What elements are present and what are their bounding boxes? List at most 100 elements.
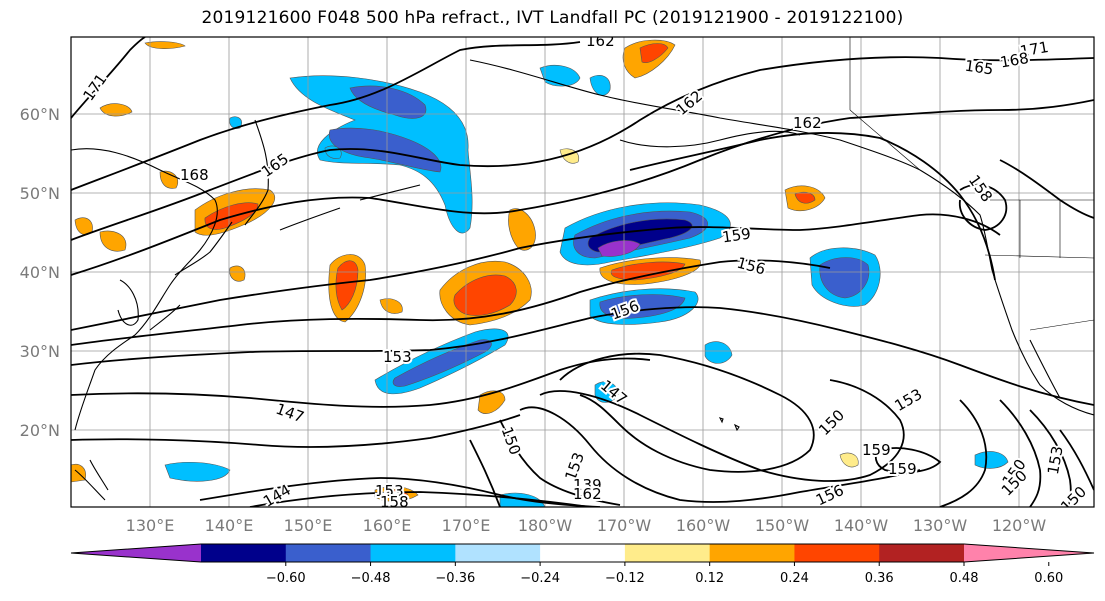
contour-line <box>499 419 621 506</box>
lon-label: 130°E <box>126 516 175 535</box>
colorbar-segment <box>201 544 287 562</box>
colorbar-segment <box>540 544 626 562</box>
coastline-philippines <box>74 459 109 501</box>
positive-anomaly-region <box>159 170 179 189</box>
coastline-japan <box>149 221 233 331</box>
contour-line <box>629 132 996 281</box>
colorbar-segment <box>285 544 372 562</box>
contour-line <box>874 447 942 474</box>
colorbar-tick-label: 0.36 <box>865 571 894 586</box>
contour-line <box>71 357 651 408</box>
coastline-kamchatka <box>244 119 269 226</box>
colorbar-tick-label: 0.60 <box>1034 571 1063 586</box>
lon-label: 160°E <box>363 516 412 535</box>
lon-label: 180°W <box>518 516 573 535</box>
positive-anomaly-region <box>477 390 506 414</box>
contour-label: 168 <box>180 166 209 184</box>
contour-line <box>1059 429 1094 491</box>
contour-line <box>999 159 1094 219</box>
colorbar-extend-low <box>71 544 201 562</box>
lon-label: 120°W <box>992 516 1047 535</box>
coastlines <box>71 59 1094 501</box>
contour-line <box>249 491 591 507</box>
lat-label: 30°N <box>20 342 60 361</box>
negative-anomaly-region <box>164 461 231 482</box>
coastline-north-america <box>919 169 1094 416</box>
colorbar-tick-label: −0.24 <box>520 571 560 586</box>
contour-label: 158 <box>380 493 409 511</box>
negative-anomaly-region <box>594 381 619 403</box>
contour-line <box>71 306 1094 406</box>
contour-line <box>559 352 815 473</box>
colorbar-outline <box>70 543 1095 563</box>
negative-anomaly-region <box>974 451 1009 469</box>
colorbar-extend-high <box>964 544 1094 562</box>
contour-line <box>1029 409 1072 507</box>
contour-line <box>71 56 1094 241</box>
contour-line <box>71 259 831 346</box>
positive-anomaly-region <box>508 208 536 251</box>
longitude-labels: 130°E 140°E 150°E 160°E 170°E 180°W 170°… <box>126 516 1047 535</box>
positive-anomaly-region <box>99 230 127 252</box>
positive-anomaly-region <box>379 298 403 314</box>
colorbar-segment <box>624 544 711 562</box>
lat-label: 60°N <box>20 105 60 124</box>
contour-label: 153 <box>375 482 404 500</box>
contour-label: 153 <box>383 348 412 366</box>
colorbar-segment <box>455 544 541 562</box>
positive-anomaly-region <box>335 260 359 311</box>
negative-anomaly-region <box>589 75 611 96</box>
lat-label: 50°N <box>20 184 60 203</box>
positive-anomaly-region <box>229 265 246 282</box>
colorbar-segment <box>879 544 965 562</box>
negative-anomaly-region <box>597 240 641 257</box>
lon-label: 130°W <box>913 516 968 535</box>
lat-label: 20°N <box>20 421 60 440</box>
coastline-alaska-south <box>619 130 801 148</box>
contour-label: 139 <box>573 476 602 494</box>
contour-line <box>999 399 1042 507</box>
colorbar-tick-label: −0.48 <box>351 571 391 586</box>
positive-anomaly-region <box>794 191 816 204</box>
colorbar-tick-label: 0.12 <box>695 571 724 586</box>
coastline-asia <box>71 148 218 431</box>
contour-label: 162 <box>793 114 822 132</box>
colorbar-tick-label: 0.24 <box>780 571 809 586</box>
positive-anomaly-region <box>839 452 859 468</box>
contour-line <box>71 99 1094 276</box>
coastline-hawaii <box>718 417 740 432</box>
colorbar-tick-label: −0.36 <box>435 571 475 586</box>
latitude-labels: 60°N 50°N 40°N 30°N 20°N <box>20 105 60 440</box>
contour-line <box>539 379 905 482</box>
lat-label: 40°N <box>20 263 60 282</box>
positive-anomaly-region <box>453 274 517 316</box>
colorbar-tick-label: 0.48 <box>950 571 979 586</box>
height-contours <box>71 37 1094 507</box>
contour-line <box>71 414 521 448</box>
contour-line <box>71 41 581 191</box>
negative-anomaly-region <box>328 127 442 173</box>
contour-line <box>939 399 988 507</box>
colorbar: −0.60 −0.48 −0.36 −0.24 −0.12 0.12 0.24 0.36 0.4… <box>70 543 1095 586</box>
positive-anomaly-region <box>144 41 186 49</box>
lon-label: 140°E <box>205 516 254 535</box>
coastline-baja <box>1029 339 1061 399</box>
lon-label: 150°E <box>284 516 333 535</box>
contour-label: 162 <box>573 485 602 503</box>
contour-label: 159 <box>888 460 917 478</box>
contour-line <box>469 439 501 507</box>
colorbar-segment <box>370 544 456 562</box>
colorbar-segment <box>709 544 795 562</box>
coastline-aleutians <box>279 184 421 231</box>
graticule <box>71 37 1094 507</box>
negative-anomaly-region <box>229 116 242 129</box>
contour-line <box>71 213 1001 331</box>
lon-label: 160°W <box>676 516 731 535</box>
colorbar-tick-label: −0.12 <box>605 571 645 586</box>
lon-label: 140°W <box>834 516 889 535</box>
contour-line <box>958 183 1008 231</box>
lon-label: 150°W <box>755 516 810 535</box>
positive-anomaly-region <box>639 43 669 63</box>
contour-label: 162 <box>586 32 615 50</box>
